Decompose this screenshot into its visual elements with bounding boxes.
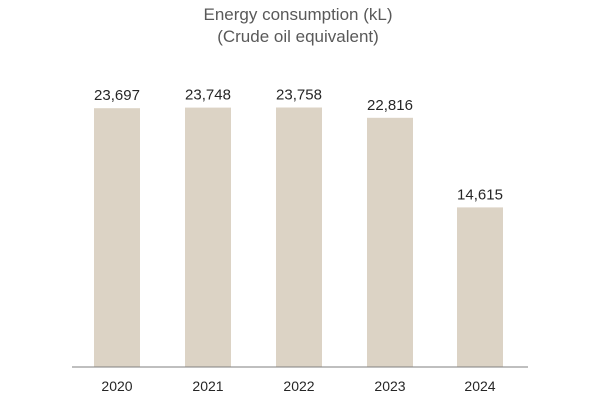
x-tick-label-2020: 2020 — [101, 378, 132, 394]
x-tick-label-2022: 2022 — [283, 378, 314, 394]
data-label-2020: 23,697 — [94, 87, 140, 104]
bar-2021 — [185, 107, 231, 367]
data-label-2023: 22,816 — [367, 97, 413, 114]
x-tick-label-2024: 2024 — [464, 378, 495, 394]
bar-group — [94, 107, 503, 367]
bar-2023 — [367, 117, 413, 367]
chart-subtitle: (Crude oil equivalent) — [217, 27, 379, 46]
data-label-group: 23,697 23,748 23,758 22,816 14,615 — [94, 87, 503, 204]
bar-2020 — [94, 108, 140, 367]
bar-2022 — [276, 107, 322, 367]
data-label-2022: 23,758 — [276, 87, 322, 104]
bar-2024 — [457, 207, 503, 367]
x-tick-label-group: 2020 2021 2022 2023 2024 — [101, 378, 495, 394]
data-label-2024: 14,615 — [457, 186, 503, 203]
data-label-2021: 23,748 — [185, 87, 231, 104]
chart-title: Energy consumption (kL) — [204, 5, 393, 24]
x-tick-label-2023: 2023 — [374, 378, 405, 394]
x-tick-label-2021: 2021 — [192, 378, 223, 394]
